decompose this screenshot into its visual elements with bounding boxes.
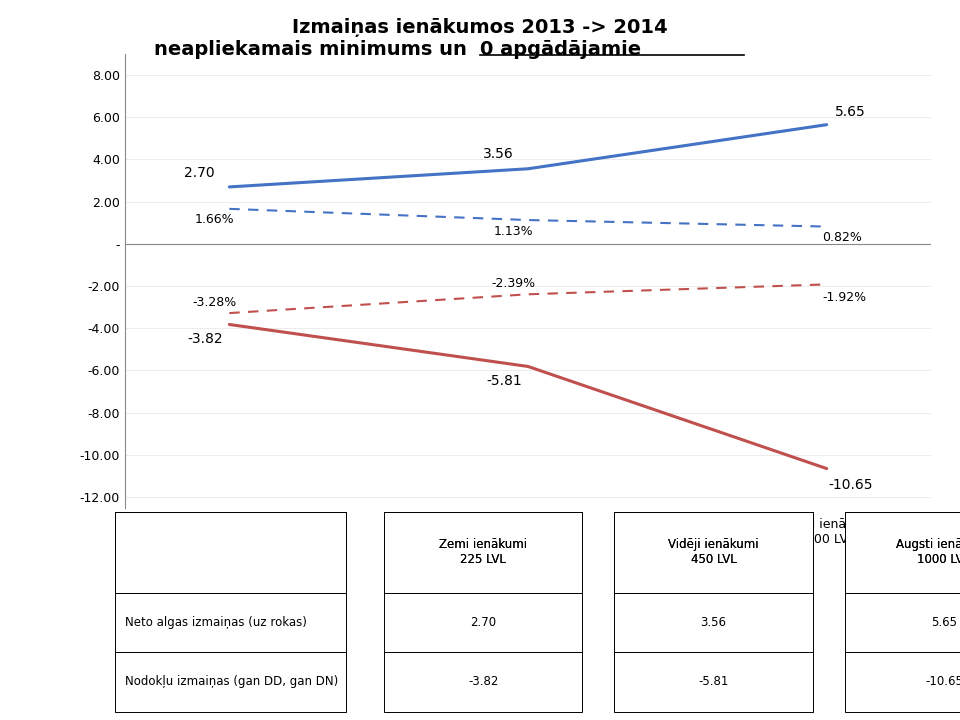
Text: Augsti ienākumi
1000 LVL: Augsti ienākumi 1000 LVL: [897, 539, 960, 566]
Bar: [845, 512, 960, 593]
Bar: [115, 593, 347, 652]
Text: -5.81: -5.81: [698, 675, 729, 688]
Text: 1.66%: 1.66%: [195, 214, 234, 227]
Text: 3.56: 3.56: [701, 616, 727, 629]
Text: -3.28%: -3.28%: [192, 296, 236, 309]
Bar: [115, 652, 347, 711]
Text: 0 apgādājamie: 0 apgādājamie: [480, 40, 641, 58]
Bar: [614, 512, 812, 593]
Text: -3.82: -3.82: [187, 333, 224, 346]
Text: neapliekamais minimums un: neapliekamais minimums un: [154, 40, 480, 58]
Text: 0.82%: 0.82%: [822, 231, 861, 244]
Text: Nodokļu izmaiņas (gan DD, gan DN): Nodokļu izmaiņas (gan DD, gan DN): [125, 675, 338, 688]
Text: -10.65: -10.65: [828, 478, 873, 492]
Text: -10.65: -10.65: [924, 675, 960, 688]
Bar: [115, 512, 347, 593]
Text: Vidēji ienākumi
450 LVL: Vidēji ienākumi 450 LVL: [668, 539, 758, 566]
Text: 5.65: 5.65: [931, 616, 957, 629]
Bar: [614, 512, 812, 593]
Text: -5.81: -5.81: [486, 374, 522, 389]
Text: -1.92%: -1.92%: [823, 291, 867, 304]
Text: 2.70: 2.70: [470, 616, 496, 629]
Text: Zemi ienākumi
225 LVL: Zemi ienākumi 225 LVL: [439, 539, 527, 566]
Text: 5.65: 5.65: [835, 105, 866, 120]
Bar: [845, 652, 960, 711]
Bar: [115, 512, 347, 593]
Text: Augsti ienākumi
1000 LVL: Augsti ienākumi 1000 LVL: [897, 539, 960, 566]
Text: 3.56: 3.56: [483, 148, 514, 161]
Text: Neto algas izmaiņas (uz rokas): Neto algas izmaiņas (uz rokas): [125, 616, 306, 629]
Bar: [845, 512, 960, 593]
Text: -2.39%: -2.39%: [491, 277, 535, 290]
Bar: [384, 512, 582, 593]
Bar: [614, 593, 812, 652]
Bar: [384, 593, 582, 652]
Text: 1.13%: 1.13%: [493, 225, 533, 238]
Text: Zemi ienākumi
225 LVL: Zemi ienākumi 225 LVL: [439, 539, 527, 566]
Bar: [384, 512, 582, 593]
Text: Izmaiņas ienākumos 2013 -> 2014: Izmaiņas ienākumos 2013 -> 2014: [292, 18, 668, 37]
Text: Vidēji ienākumi
450 LVL: Vidēji ienākumi 450 LVL: [668, 539, 758, 566]
Bar: [614, 652, 812, 711]
Bar: [384, 652, 582, 711]
Text: -3.82: -3.82: [468, 675, 498, 688]
Text: 2.70: 2.70: [184, 166, 215, 179]
Bar: [845, 593, 960, 652]
